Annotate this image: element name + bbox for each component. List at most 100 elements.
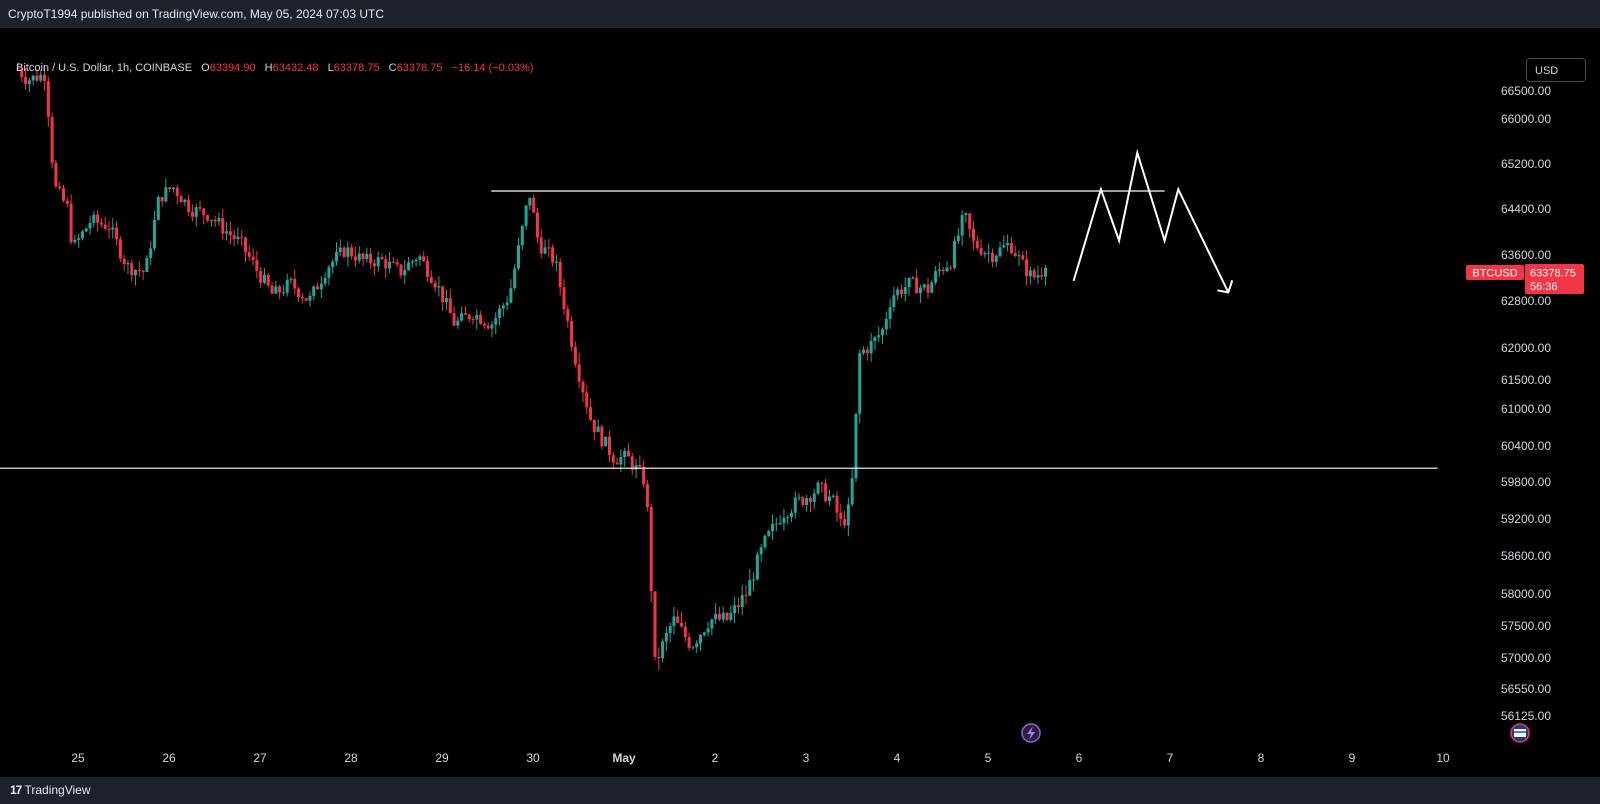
candle-down [342,247,346,257]
candle-down [949,267,953,269]
candle-up [524,205,528,226]
time-axis-label: 6 [1076,751,1083,765]
time-axis-label: 4 [894,751,901,765]
candle-up [528,197,532,206]
candle-down [297,288,301,298]
price-chart[interactable]: 66500.00 66000.00 65200.00 64400.00 63600.00… [0,28,1600,777]
open-label: O [201,62,210,74]
candle-down [429,276,433,283]
candle-down [638,464,642,467]
candle-up [884,318,888,330]
candle-up [456,320,460,326]
candle-up [444,298,448,303]
candle-up [357,253,361,261]
candle-down [58,186,62,189]
symbol-tag-label: BTCUSD [1472,268,1517,280]
tradingview-logo-icon[interactable]: 17 [10,783,22,797]
candle-up [778,523,782,525]
candle-down [680,622,684,627]
candle-up [858,353,862,414]
candle-up [209,219,213,221]
time-axis-label: 5 [985,751,992,765]
candle-down [240,236,244,238]
candle-up [134,270,138,276]
candle-down [350,247,354,257]
publish-bar: CryptoT1994 published on TradingView.com… [0,0,1600,28]
candle-down [266,274,270,286]
candle-up [695,643,699,648]
candle-down [395,262,399,265]
candle-down [467,314,471,320]
lightning-icon[interactable] [1021,723,1041,743]
candle-up [27,80,31,85]
candle-down [585,392,589,408]
time-axis-label: 27 [253,751,267,765]
candle-up [881,329,884,336]
low-label: L [327,62,334,74]
candle-down [187,199,191,212]
candle-down [137,270,141,272]
bar-countdown: 56:36 [1530,281,1558,293]
candle-down [441,286,445,303]
candle-down [657,656,661,659]
currency-button[interactable]: USD [1526,58,1586,82]
close-value: 63378.75 [396,62,443,74]
candle-up [1017,255,1021,257]
candle-down [1025,259,1029,277]
time-axis-label: 10 [1436,751,1450,765]
candle-down [562,287,566,309]
footer-bar: 17 TradingView [0,777,1600,804]
candle-up [994,255,998,262]
candle-up [805,498,809,505]
candle-down [1009,243,1013,254]
price-axis-label: 62000.00 [1501,341,1551,355]
candle-up [338,247,342,253]
candle-down [835,495,839,513]
candle-up [862,349,866,354]
candle-up [388,261,392,269]
candle-down [190,211,194,217]
candle-up [672,616,676,627]
candle-up [604,436,608,447]
candle-down [179,196,183,203]
candle-down [384,259,388,269]
candle-down [581,381,585,393]
candle-down [725,612,729,620]
candle-up [922,284,926,288]
candle-down [865,349,869,354]
candle-up [1044,267,1048,277]
candle-up [790,512,793,518]
candle-up [907,277,911,288]
candle-down [228,231,232,236]
last-price-tag [1525,264,1584,294]
chart-area[interactable]: 66500.00 66000.00 65200.00 64400.00 63600.00… [0,28,1600,777]
candle-up [236,236,240,240]
candle-up [498,308,502,318]
candle-down [573,346,577,365]
candle-down [1032,270,1036,278]
candle-up [149,248,153,259]
tradingview-brand[interactable]: TradingView [24,783,91,797]
candle-down [570,320,574,347]
candle-up [194,207,198,217]
candle-down [96,214,100,223]
candle-down [979,248,983,255]
candle-down [611,455,615,463]
candle-up [509,288,513,303]
candle-up [827,496,831,502]
symbol-description: Bitcoin / U.S. Dollar, 1h, COINBASE [16,62,193,74]
price-axis-label: 61500.00 [1501,373,1551,387]
candle-up [308,295,312,301]
price-axis-label: 64400.00 [1501,202,1551,216]
price-axis-label: 66000.00 [1501,112,1551,126]
candle-down [202,208,206,216]
candle-up [831,495,835,497]
high-label: H [264,62,273,74]
candle-up [145,258,149,272]
candle-up [346,247,350,257]
candle-up [460,313,464,321]
candle-down [175,187,179,197]
candle-up [691,647,695,649]
candle-up [183,199,187,203]
flag-icon[interactable] [1510,723,1530,743]
